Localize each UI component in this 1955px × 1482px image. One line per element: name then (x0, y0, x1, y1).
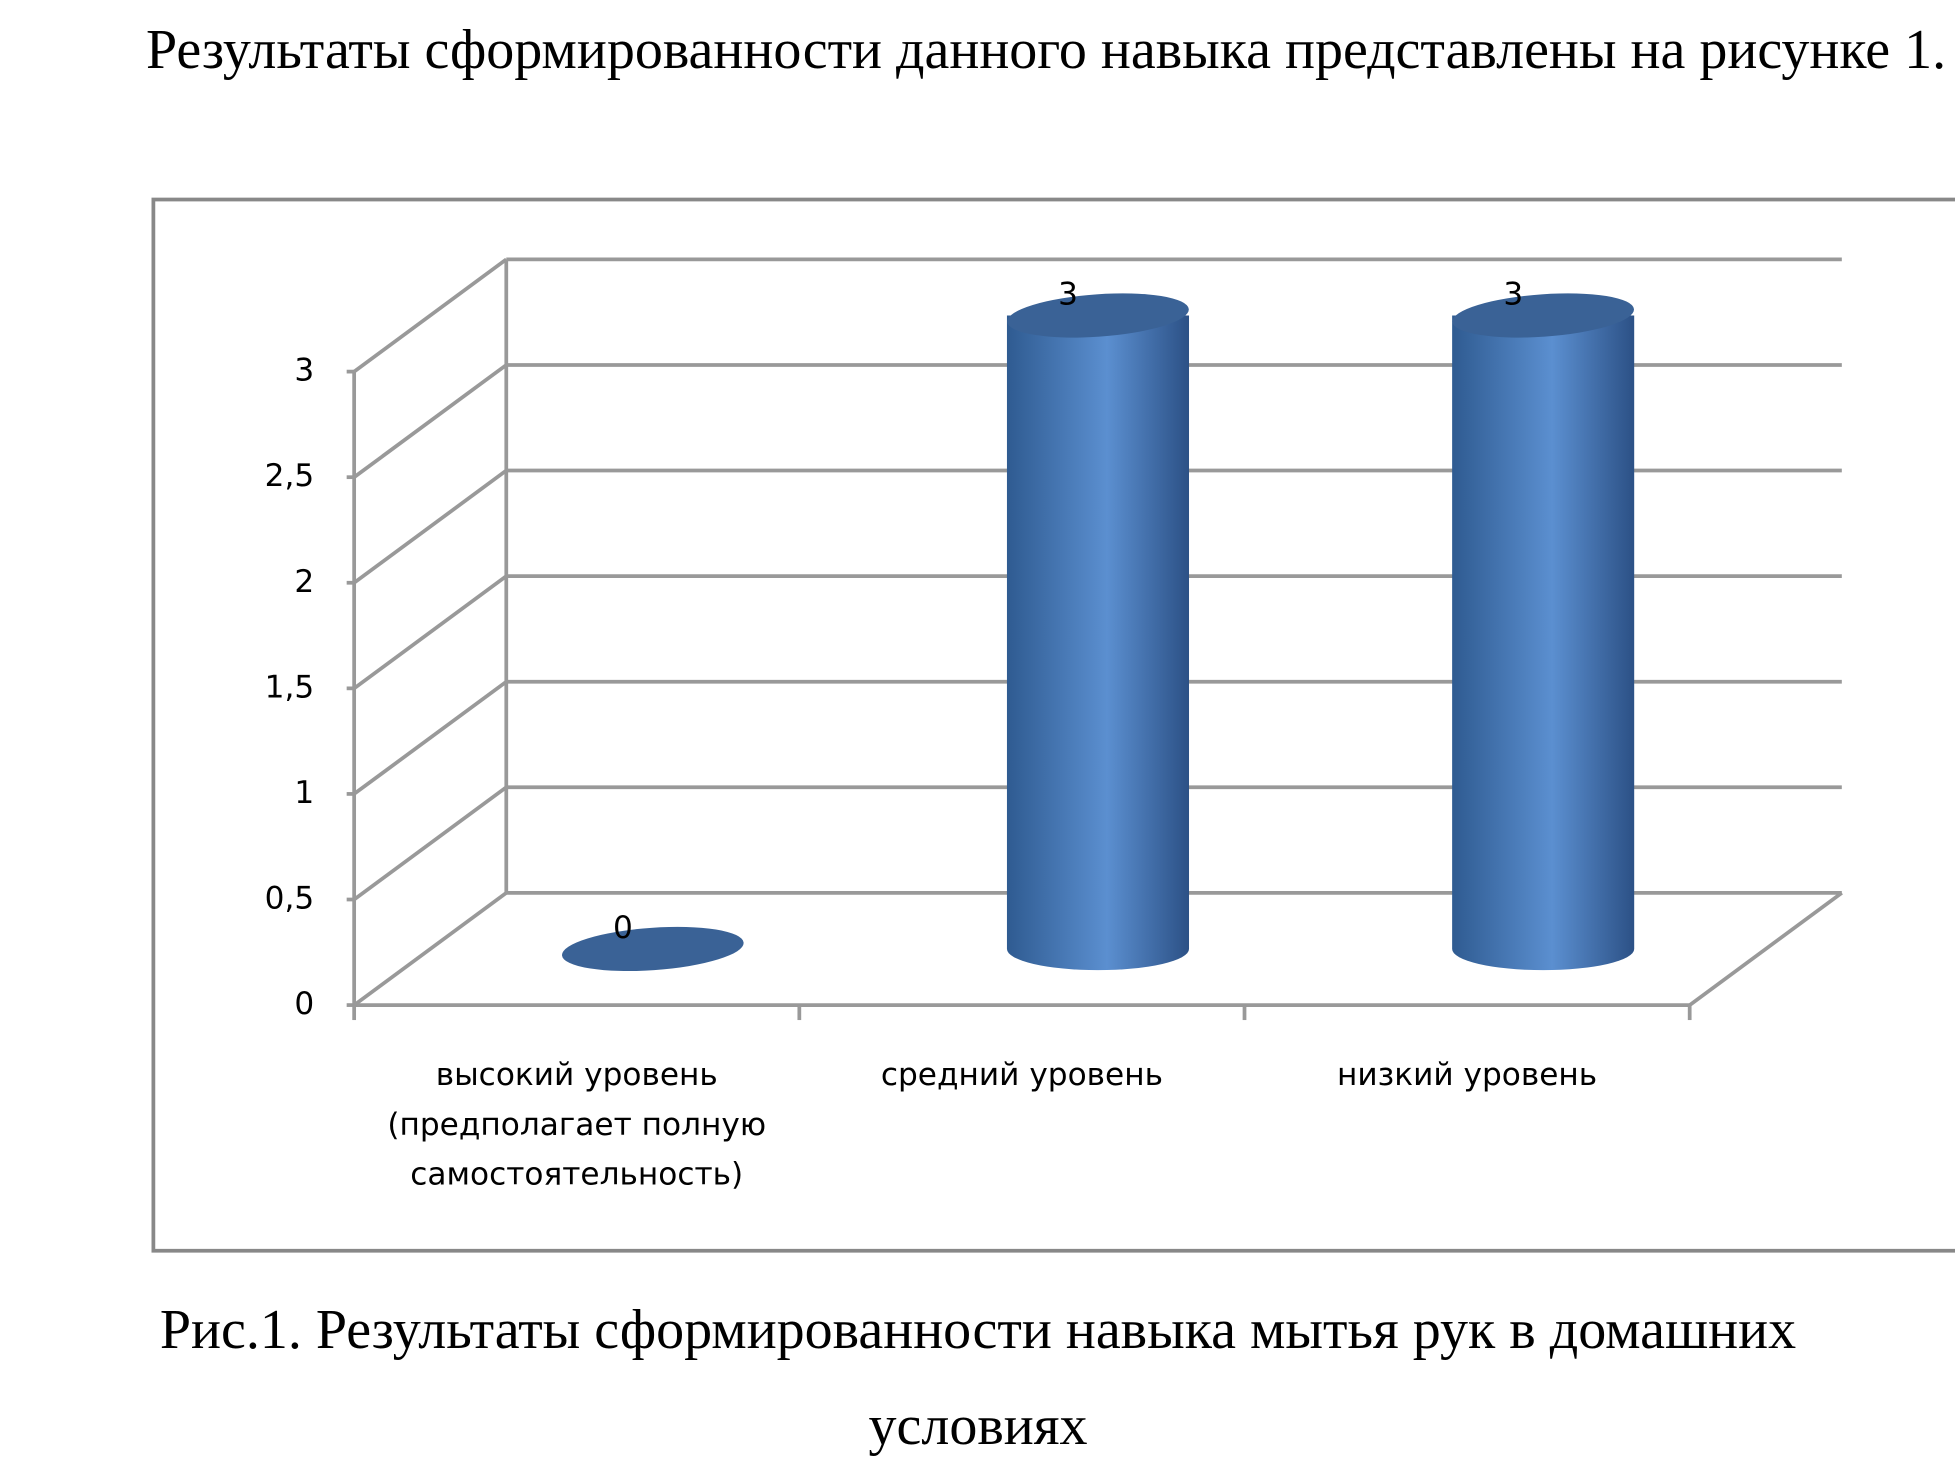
cylinder-body (1006, 315, 1190, 971)
y-tick-label: 2 (294, 564, 314, 600)
cylinder-top (1007, 293, 1189, 338)
grid-line (353, 680, 508, 796)
y-tick-label: 2,5 (265, 458, 315, 494)
y-tick-label: 0,5 (265, 881, 315, 917)
value-label: 3 (1503, 277, 1523, 313)
grid-line (353, 785, 508, 902)
y-tick-label: 3 (294, 353, 314, 389)
value-label: 3 (1058, 277, 1078, 313)
cylinder-top (1452, 293, 1634, 338)
y-tick-label: 1 (294, 775, 314, 811)
y-tick-label: 1,5 (265, 669, 315, 705)
floor-edge (1688, 891, 1843, 1007)
grid-line (353, 363, 508, 479)
grid-line (353, 257, 508, 374)
paragraph: Результаты сформированности данного навы… (146, 19, 1947, 81)
x-tick-label-box: высокий уровень (предполагает полную сам… (387, 1056, 767, 1193)
value-label: 0 (613, 910, 633, 946)
grid-line (353, 574, 508, 690)
x-tick-label-box: низкий уровень (1337, 1056, 1598, 1093)
x-tick-label-box: средний уровень (880, 1056, 1163, 1093)
cylinder-top (561, 926, 744, 972)
grid-line (353, 891, 508, 1007)
caption: Рис.1. Результаты сформированности навык… (159, 1299, 1797, 1457)
cylinder-body (1452, 315, 1635, 971)
grid-line (353, 469, 508, 585)
chart-frame (151, 197, 1955, 1253)
y-tick-label: 0 (294, 986, 314, 1022)
x-tick-label: средний уровень (880, 1056, 1163, 1093)
x-tick-label: высокий уровень (предполагает полную сам… (387, 1056, 767, 1193)
x-tick-label: низкий уровень (1337, 1056, 1598, 1093)
